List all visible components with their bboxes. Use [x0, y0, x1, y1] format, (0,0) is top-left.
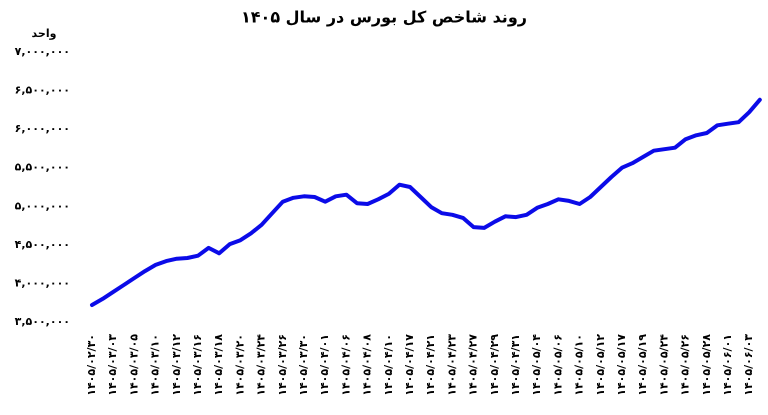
- y-tick-label: ۳,۵۰۰,۰۰۰: [15, 315, 70, 328]
- x-tick-label: ۱۴۰۵/۰۴/۲۷: [467, 334, 480, 396]
- x-tick-label: ۱۴۰۵/۰۳/۱۲: [170, 334, 183, 396]
- x-tick-label: ۱۴۰۵/۰۴/۰۶: [339, 334, 352, 396]
- x-tick-label: ۱۴۰۵/۰۵/۱۹: [636, 334, 649, 396]
- x-tick-label: ۱۴۰۵/۰۳/۱۶: [191, 334, 204, 396]
- x-tick-label: ۱۴۰۵/۰۴/۳۱: [509, 334, 522, 396]
- x-tick-label: ۱۴۰۵/۰۴/۲۳: [445, 334, 458, 396]
- x-tick-label: ۱۴۰۵/۰۵/۱۷: [615, 334, 628, 396]
- x-tick-label: ۱۴۰۵/۰۳/۱۸: [212, 334, 225, 396]
- y-tick-label: ۵,۵۰۰,۰۰۰: [15, 161, 70, 174]
- x-tick-label: ۱۴۰۵/۰۲/۳۰: [85, 334, 98, 396]
- x-tick-label: ۱۴۰۵/۰۳/۲۰: [233, 334, 246, 396]
- y-tick-label: ۶,۰۰۰,۰۰۰: [15, 122, 70, 135]
- x-tick-label: ۱۴۰۵/۰۴/۲۱: [424, 334, 437, 396]
- x-tick-label: ۱۴۰۵/۰۳/۱۰: [149, 334, 162, 396]
- chart-title: روند شاخص کل بورس در سال ۱۴۰۵: [241, 8, 527, 27]
- x-tick-label: ۱۴۰۵/۰۳/۲۶: [276, 334, 289, 396]
- x-tick-label: ۱۴۰۵/۰۳/۳۰: [297, 334, 310, 396]
- x-tick-label: ۱۴۰۵/۰۵/۰۴: [530, 334, 543, 396]
- x-tick-label: ۱۴۰۵/۰۵/۱۲: [594, 334, 607, 396]
- line: [90, 97, 762, 307]
- y-tick-label: ۶,۵۰۰,۰۰۰: [15, 84, 70, 97]
- x-tick-label: ۱۴۰۵/۰۳/۰۵: [127, 334, 140, 396]
- x-tick-label: ۱۴۰۵/۰۴/۲۹: [488, 334, 501, 396]
- x-tick-label: ۱۴۰۵/۰۴/۰۸: [361, 334, 374, 396]
- x-tick-label: ۱۴۰۵/۰۶/۰۱: [721, 334, 734, 396]
- x-tick-label: ۱۴۰۵/۰۳/۰۳: [106, 334, 119, 396]
- x-tick-label: ۱۴۰۵/۰۴/۱۰: [382, 334, 395, 396]
- y-tick-label: ۵,۰۰۰,۰۰۰: [15, 199, 70, 212]
- x-tick-label: ۱۴۰۵/۰۵/۲۸: [700, 334, 713, 396]
- x-tick-label: ۱۴۰۵/۰۶/۰۳: [742, 334, 755, 396]
- x-tick-label: ۱۴۰۵/۰۴/۱۷: [403, 334, 416, 396]
- x-tick-label: ۱۴۰۵/۰۵/۰۶: [551, 334, 564, 396]
- y-tick-label: ۷,۰۰۰,۰۰۰: [15, 45, 70, 58]
- x-tick-label: ۱۴۰۵/۰۵/۲۴: [657, 334, 670, 396]
- x-tick-label: ۱۴۰۵/۰۴/۰۱: [318, 334, 331, 396]
- x-tick-label: ۱۴۰۵/۰۵/۲۶: [679, 334, 692, 396]
- y-tick-label: ۴,۰۰۰,۰۰۰: [15, 276, 70, 289]
- y-tick-label: ۴,۵۰۰,۰۰۰: [15, 238, 70, 251]
- x-tick-label: ۱۴۰۵/۰۳/۲۴: [255, 334, 268, 396]
- x-tick-label: ۱۴۰۵/۰۵/۱۰: [573, 334, 586, 396]
- y-axis-label: واحد: [32, 27, 57, 40]
